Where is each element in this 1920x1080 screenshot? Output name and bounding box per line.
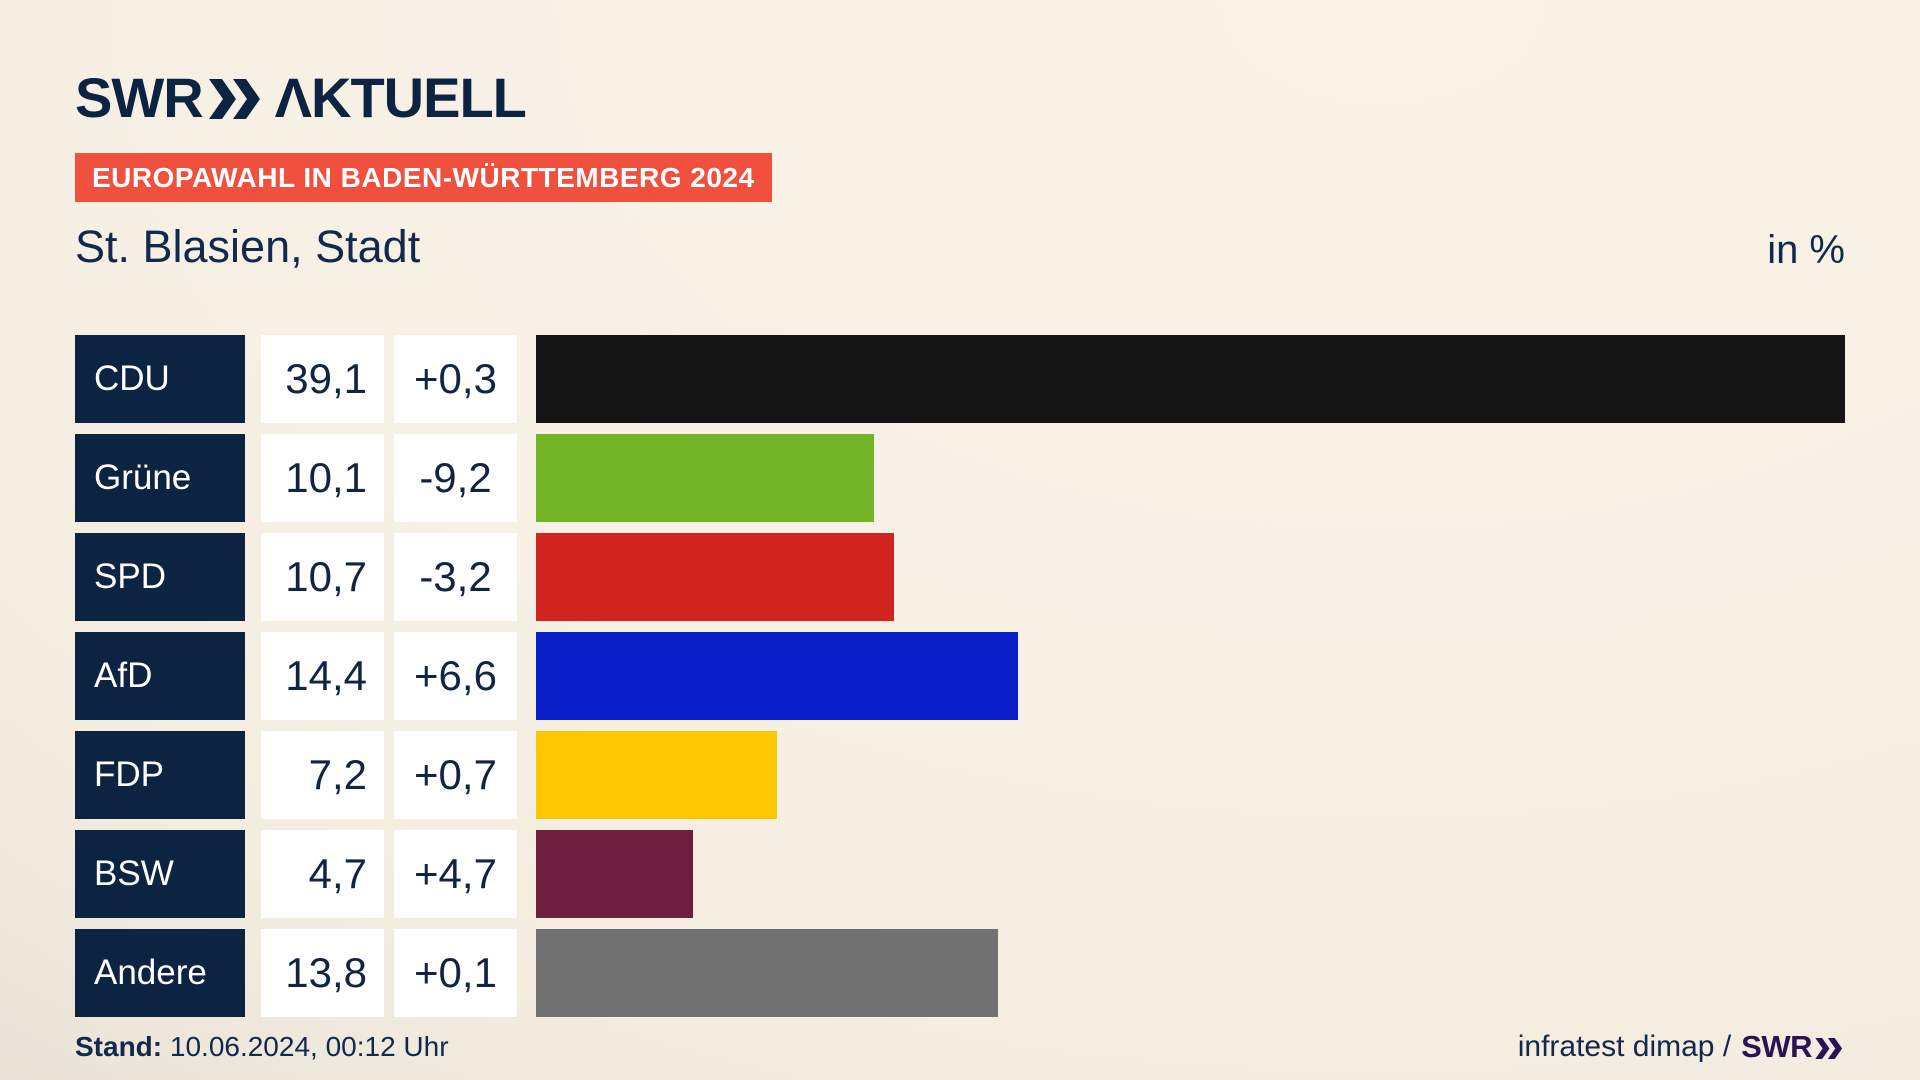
- result-bar: [536, 533, 895, 621]
- party-result-value: 7,2: [261, 731, 384, 819]
- party-label: BSW: [75, 830, 245, 918]
- chart-rows: CDU 39,1 +0,3 Grüne 10,1 -9,2 SPD 10,7 -…: [75, 335, 1845, 1017]
- source-text: infratest dimap /: [1517, 1030, 1732, 1063]
- logo-aktuell-text: ΛKTUELL: [274, 66, 527, 129]
- bar-track: [536, 929, 1845, 1017]
- stand-value: 10.06.2024, 00:12 Uhr: [169, 1031, 449, 1062]
- result-bar: [536, 434, 875, 522]
- chart-row: CDU 39,1 +0,3: [75, 335, 1845, 423]
- swr-aktuell-logo: SWR ΛKTUELL: [75, 66, 527, 129]
- bar-track: [536, 533, 1845, 621]
- party-result-value: 39,1: [261, 335, 384, 423]
- page-title: St. Blasien, Stadt: [75, 221, 421, 272]
- party-result-delta: -9,2: [394, 434, 517, 522]
- party-result-delta: +0,7: [394, 731, 517, 819]
- chart-row: AfD 14,4 +6,6: [75, 632, 1845, 720]
- source-attribution: infratest dimap / SWR: [1518, 1029, 1845, 1065]
- party-result-value: 13,8: [261, 929, 384, 1017]
- bar-track: [536, 632, 1845, 720]
- party-result-delta: +6,6: [394, 632, 517, 720]
- source-swr-text: SWR: [1741, 1029, 1812, 1064]
- unit-label: in %: [1767, 228, 1845, 272]
- party-result-delta: +4,7: [394, 830, 517, 918]
- chart-row: Andere 13,8 +0,1: [75, 929, 1845, 1017]
- party-result-value: 10,1: [261, 434, 384, 522]
- bar-track: [536, 731, 1845, 819]
- logo-swr-text: SWR: [75, 66, 204, 129]
- party-label: Andere: [75, 929, 245, 1017]
- data-timestamp: Stand: 10.06.2024, 00:12 Uhr: [75, 1031, 449, 1063]
- swr-double-chevron-icon: [208, 79, 260, 119]
- party-result-delta: +0,1: [394, 929, 517, 1017]
- party-label: FDP: [75, 731, 245, 819]
- swr-double-chevron-small-icon: [1815, 1037, 1843, 1059]
- party-result-value: 14,4: [261, 632, 384, 720]
- party-label: Grüne: [75, 434, 245, 522]
- results-bar-chart: CDU 39,1 +0,3 Grüne 10,1 -9,2 SPD 10,7 -…: [75, 335, 1845, 1028]
- party-result-value: 10,7: [261, 533, 384, 621]
- bar-track: [536, 335, 1845, 423]
- result-bar: [536, 929, 998, 1017]
- chart-row: BSW 4,7 +4,7: [75, 830, 1845, 918]
- bar-track: [536, 830, 1845, 918]
- result-bar: [536, 731, 778, 819]
- bar-track: [536, 434, 1845, 522]
- election-badge: EUROPAWAHL IN BADEN-WÜRTTEMBERG 2024: [75, 153, 772, 202]
- chart-row: Grüne 10,1 -9,2: [75, 434, 1845, 522]
- party-label: CDU: [75, 335, 245, 423]
- party-result-delta: +0,3: [394, 335, 517, 423]
- chart-row: SPD 10,7 -3,2: [75, 533, 1845, 621]
- party-result-value: 4,7: [261, 830, 384, 918]
- party-result-delta: -3,2: [394, 533, 517, 621]
- result-bar: [536, 335, 1845, 423]
- result-bar: [536, 830, 694, 918]
- chart-row: FDP 7,2 +0,7: [75, 731, 1845, 819]
- party-label: SPD: [75, 533, 245, 621]
- result-bar: [536, 632, 1019, 720]
- stand-label: Stand:: [75, 1031, 163, 1062]
- party-label: AfD: [75, 632, 245, 720]
